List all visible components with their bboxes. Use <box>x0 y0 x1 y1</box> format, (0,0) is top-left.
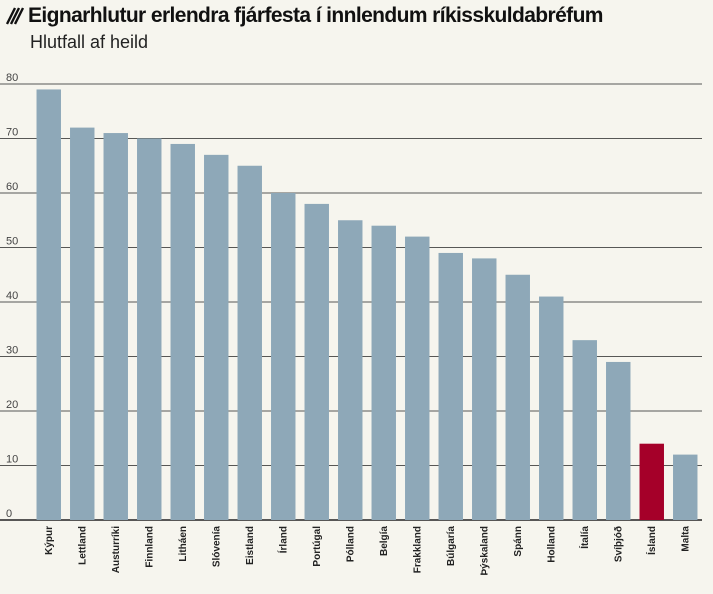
bar <box>338 220 363 520</box>
chart-title: Eignarhlutur erlendra fjárfesta í innlen… <box>28 4 603 27</box>
bar <box>472 258 497 520</box>
x-tick-label: Austurríki <box>111 526 122 573</box>
y-tick-label: 60 <box>6 181 18 193</box>
bars <box>36 89 698 521</box>
x-tick-label: Litháen <box>178 526 189 562</box>
x-tick-label: Belgía <box>379 526 390 556</box>
x-tick-label: Ísland <box>645 526 658 555</box>
y-tick-label: 30 <box>6 345 18 357</box>
x-tick-label: Holland <box>546 526 557 563</box>
x-tick-label: Lettland <box>77 526 88 565</box>
hatch-icon <box>6 7 24 25</box>
bar <box>606 361 631 520</box>
x-tick-label: Pólland <box>345 526 356 562</box>
x-tick-label: Ítalía <box>578 526 591 549</box>
bar <box>505 274 530 520</box>
x-axis: Kýpur Lettland Austurríki Finnland Litháen Sl… <box>44 526 692 576</box>
chart-subtitle: Hlutfall af heild <box>30 32 149 52</box>
bar <box>405 236 430 520</box>
bar <box>438 252 463 520</box>
x-tick-label: Svíþjóð <box>612 526 624 562</box>
x-tick-label: Írland <box>276 526 289 553</box>
x-tick-label: Finnland <box>144 526 155 568</box>
x-tick-label: Eistland <box>245 526 256 565</box>
bar <box>170 143 195 520</box>
bar <box>639 443 664 520</box>
y-tick-label: 50 <box>6 236 18 248</box>
bar <box>673 454 698 520</box>
bar <box>304 203 329 520</box>
x-tick-label: Frakkland <box>412 526 423 573</box>
y-axis: 0 10 20 30 40 50 60 70 80 <box>6 72 18 520</box>
bar <box>103 133 128 521</box>
y-tick-label: 40 <box>6 290 18 302</box>
x-tick-label: Slóvenía <box>211 526 222 568</box>
bar <box>137 138 162 520</box>
bar <box>271 193 296 520</box>
y-tick-label: 0 <box>6 508 12 520</box>
bar <box>572 340 597 520</box>
bar <box>371 225 396 520</box>
x-tick-label: Portúgal <box>312 526 323 567</box>
bar <box>70 127 95 520</box>
y-tick-label: 70 <box>6 127 18 139</box>
y-tick-label: 80 <box>6 72 18 84</box>
y-tick-label: 20 <box>6 399 18 411</box>
bar <box>539 296 564 520</box>
bar <box>204 154 229 520</box>
chart-title-row: Eignarhlutur erlendra fjárfesta í innlen… <box>6 4 603 28</box>
bar <box>36 89 61 520</box>
y-tick-label: 10 <box>6 454 18 466</box>
x-tick-label: Þýskaland <box>479 526 490 575</box>
x-tick-label: Malta <box>680 526 691 552</box>
x-tick-label: Búlgaría <box>446 526 457 566</box>
bar <box>237 165 262 520</box>
x-tick-label: Kýpur <box>44 526 55 555</box>
x-tick-label: Spánn <box>513 526 524 557</box>
